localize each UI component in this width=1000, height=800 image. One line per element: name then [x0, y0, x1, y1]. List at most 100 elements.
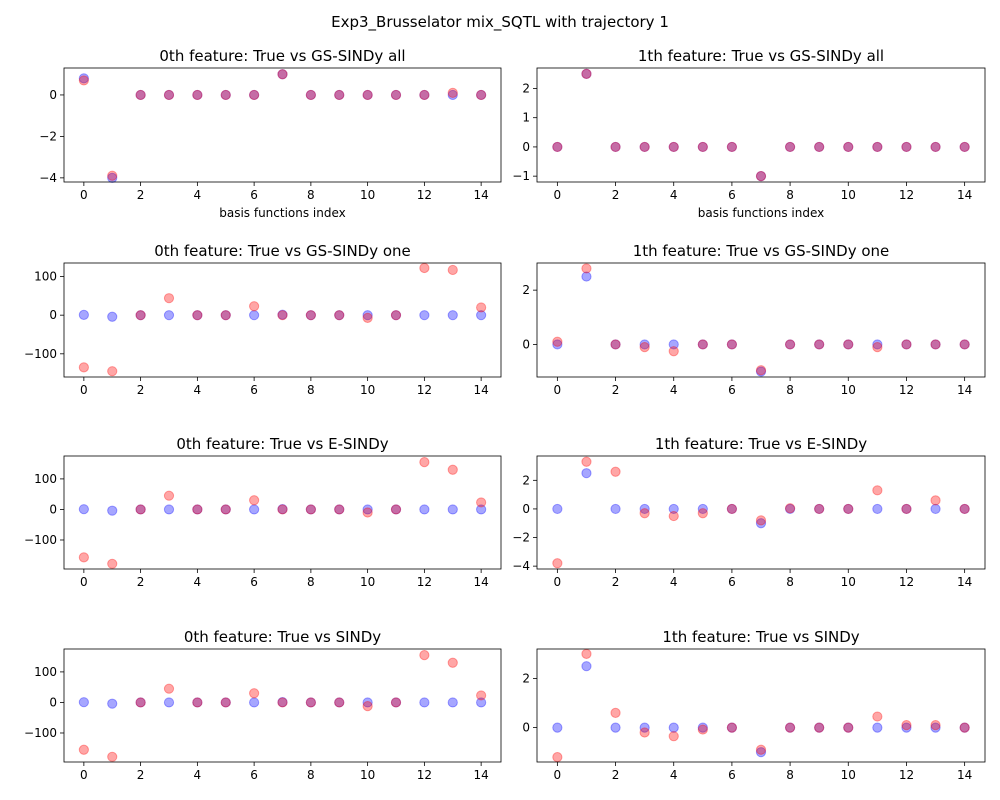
- estimated-point: [419, 89, 430, 101]
- y-tick-label: 2: [522, 283, 530, 297]
- estimated-point: [959, 503, 970, 515]
- true-point: [610, 503, 621, 515]
- estimated-point: [872, 485, 883, 496]
- y-tick-label: −2: [512, 531, 530, 545]
- true-point: [668, 339, 679, 350]
- estimated-point: [305, 310, 316, 321]
- estimated-point: [305, 89, 316, 101]
- estimated-point: [220, 310, 231, 321]
- true-point: [901, 722, 912, 733]
- subplot-5: 1th feature: True vs E-SINDy 0 2 4 6 8 10 12 14 −…: [512, 435, 986, 589]
- true-point: [362, 89, 373, 101]
- true-point: [163, 504, 175, 515]
- x-tick-label: 0: [554, 188, 562, 202]
- estimated-point: [163, 683, 175, 694]
- true-point: [220, 697, 231, 708]
- true-point: [390, 310, 402, 321]
- true-point: [843, 503, 854, 515]
- estimated-point: [163, 293, 175, 304]
- true-point: [959, 141, 970, 153]
- y-tick-label: 0: [49, 502, 57, 516]
- x-tick-label: 14: [957, 768, 972, 782]
- x-tick-label: 8: [786, 188, 794, 202]
- true-point: [581, 468, 592, 479]
- true-point: [610, 339, 621, 350]
- estimated-point: [192, 697, 203, 708]
- subplot-title: 0th feature: True vs GS-SINDy one: [154, 242, 411, 260]
- y-tick-label: −100: [24, 533, 57, 547]
- true-point: [901, 339, 912, 350]
- y-tick-label: −100: [24, 726, 57, 740]
- true-point: [305, 89, 316, 101]
- y-tick-label: −1: [512, 169, 530, 183]
- estimated-point: [78, 552, 89, 563]
- x-tick-label: 0: [554, 575, 562, 589]
- true-point: [581, 661, 592, 672]
- x-tick-label: 2: [612, 768, 620, 782]
- true-point: [220, 504, 231, 515]
- estimated-point: [843, 141, 854, 153]
- true-point: [872, 339, 883, 350]
- true-point: [135, 504, 146, 515]
- estimated-point: [814, 503, 825, 515]
- true-point: [668, 503, 679, 515]
- estimated-point: [814, 722, 825, 733]
- subplot-title: 0th feature: True vs GS-SINDy all: [159, 47, 405, 65]
- estimated-point: [639, 727, 650, 738]
- estimated-point: [362, 507, 373, 518]
- true-point: [959, 503, 970, 515]
- estimated-point: [581, 263, 592, 274]
- x-tick-label: 12: [899, 575, 914, 589]
- x-tick-label: 8: [307, 768, 315, 782]
- estimated-point: [697, 339, 708, 350]
- y-tick-label: −4: [512, 559, 530, 573]
- true-point: [726, 503, 738, 515]
- true-point: [334, 310, 345, 321]
- estimated-point: [639, 141, 650, 153]
- true-point: [277, 504, 288, 515]
- true-point: [552, 339, 563, 350]
- estimated-point: [163, 89, 175, 101]
- estimated-point: [726, 339, 738, 350]
- true-point: [78, 309, 89, 320]
- true-point: [843, 339, 854, 350]
- true-point: [419, 310, 430, 321]
- subplot-title: 1th feature: True vs E-SINDy: [655, 435, 867, 453]
- y-tick-label: 0: [522, 721, 530, 735]
- true-point: [814, 339, 825, 350]
- true-point: [697, 722, 708, 733]
- axes-frame: [63, 455, 502, 570]
- x-tick-label: 10: [360, 188, 375, 202]
- estimated-point: [872, 711, 883, 722]
- estimated-point: [930, 720, 941, 731]
- estimated-point: [930, 141, 941, 153]
- true-point: [755, 171, 767, 182]
- x-tick-label: 6: [728, 768, 736, 782]
- estimated-point: [814, 141, 825, 153]
- x-tick-label: 12: [417, 383, 432, 397]
- estimated-point: [697, 141, 708, 153]
- subplot-title: 1th feature: True vs GS-SINDy one: [633, 242, 890, 260]
- estimated-point: [784, 141, 796, 153]
- estimated-point: [78, 744, 89, 755]
- true-point: [697, 339, 708, 350]
- subplot-4: 0th feature: True vs E-SINDy 0 2 4 6 8 10 12 14 −…: [24, 435, 502, 589]
- estimated-point: [581, 648, 592, 660]
- true-point: [135, 697, 146, 708]
- estimated-point: [419, 650, 430, 661]
- true-point: [249, 89, 260, 101]
- y-tick-label: 0: [522, 337, 530, 351]
- y-tick-label: 0: [522, 502, 530, 516]
- x-tick-label: 10: [360, 575, 375, 589]
- estimated-point: [277, 697, 288, 708]
- y-tick-label: 100: [34, 270, 57, 284]
- true-point: [610, 141, 621, 153]
- true-point: [959, 339, 970, 350]
- y-tick-label: 0: [49, 308, 57, 322]
- estimated-point: [901, 339, 912, 350]
- estimated-point: [192, 504, 203, 515]
- subplot-6: 0th feature: True vs SINDy 0 2 4 6 8 10 12 14 −10…: [24, 628, 502, 782]
- subplot-3: 1th feature: True vs GS-SINDy one 0 2 4 6 8 10…: [522, 242, 986, 397]
